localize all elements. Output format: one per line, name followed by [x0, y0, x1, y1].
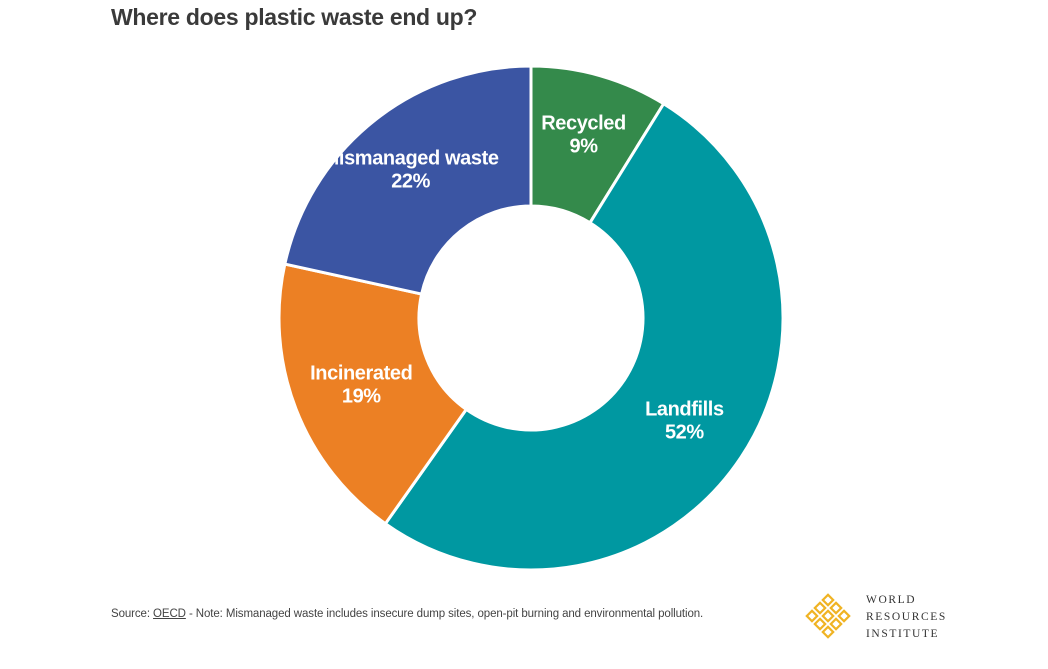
logo-diamond: [821, 625, 835, 639]
slice-value-landfills: 52%: [665, 422, 704, 444]
logo-diamond: [829, 601, 843, 615]
logo-line-2: RESOURCES: [866, 611, 947, 623]
source-prefix: Source:: [111, 608, 154, 620]
logo-line-3: INSTITUTE: [866, 628, 940, 640]
logo-diamond: [837, 609, 851, 623]
logo-line-1: WORLD: [866, 594, 917, 606]
note-text: - Note: Mismanaged waste includes insecu…: [185, 608, 704, 620]
logo-diamond: [829, 617, 843, 631]
source-link[interactable]: OECD: [153, 608, 186, 620]
slice-label-recycled: Recycled: [541, 112, 626, 134]
slice-label-mismanaged-waste: Mismanaged waste: [323, 147, 499, 169]
source-note: Source: OECD - Note: Mismanaged waste in…: [111, 608, 703, 620]
slice-label-landfills: Landfills: [645, 399, 724, 421]
logo-diamond: [821, 609, 835, 623]
donut-slices: [277, 64, 785, 572]
wri-logo: WORLD RESOURCES INSTITUTE: [800, 588, 1000, 648]
slice-value-incinerated: 19%: [342, 386, 381, 408]
slice-incinerated: [277, 262, 468, 526]
slice-value-recycled: 9%: [569, 135, 598, 157]
logo-diamond: [805, 609, 819, 623]
slice-label-incinerated: Incinerated: [310, 363, 412, 385]
chart-title: Where does plastic waste end up?: [111, 4, 478, 30]
slice-mismanaged-waste: [283, 64, 533, 296]
slice-value-mismanaged-waste: 22%: [391, 170, 430, 192]
wri-logo-icon: [805, 593, 851, 639]
logo-diamond: [813, 617, 827, 631]
logo-diamond: [813, 601, 827, 615]
logo-diamond: [821, 593, 835, 607]
wri-logo-text: WORLD RESOURCES INSTITUTE: [866, 592, 947, 643]
slice-landfills: [383, 102, 785, 572]
